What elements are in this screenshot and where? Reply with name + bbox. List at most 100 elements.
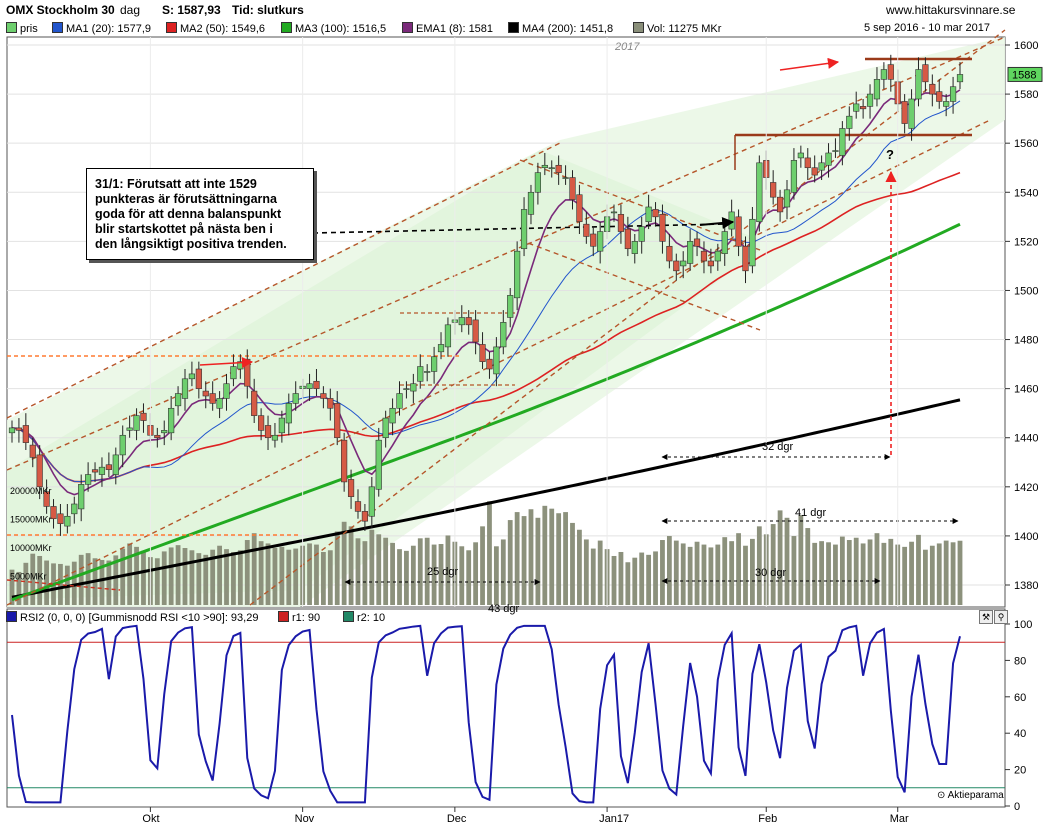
candle-body [493,346,500,375]
volume-bar [44,560,49,605]
volume-bar [500,539,506,605]
candle-body [43,491,50,507]
candle-body [403,388,410,390]
candle-body [486,358,493,370]
price-axis: 1380 1400 1420 1440 1460 1480 1500 1520 1540 1560… [1005,40,1043,592]
trend-line [312,223,726,234]
volume-bar [99,559,105,605]
candle-body [846,115,853,129]
candle-body [631,241,638,254]
candle-body [195,368,202,389]
volume-bar [438,544,444,605]
price-tick-label: 1540 [1014,187,1038,199]
rsi-tick-label: 60 [1014,692,1026,704]
volume-bar [583,539,589,605]
volume-bar [756,526,762,605]
volume-bar [279,546,285,605]
candle-body [548,167,555,170]
volume-bar [85,553,91,605]
volume-bar [320,551,326,605]
candle-body [583,223,590,237]
volume-bar [639,552,645,605]
candle-body [956,74,964,83]
ma20-line [11,100,961,483]
volume-bar [224,549,229,605]
volume-bar [9,569,15,605]
candle-body [327,398,334,409]
last-price-label: 1588 [1012,69,1036,81]
last-price-box [1007,66,1043,82]
candle-body [341,439,348,483]
candle-body [943,101,950,107]
month-label: Okt [142,813,159,825]
volume-bar [798,514,804,605]
legend-volume: Vol: 11275 MKr [633,22,721,35]
candle-body [223,383,230,399]
volume-bar [957,540,963,605]
volume-bar [570,522,575,605]
candle-body [908,98,915,129]
candle-body [790,160,798,193]
candle-body [64,515,71,527]
volume-bar [673,540,679,605]
volume-bar [923,549,928,605]
volume-bar [23,562,29,605]
candle-body [15,427,23,431]
volume-bar [376,534,382,605]
candle-body [251,390,258,416]
candle-body [71,503,78,515]
volume-bar [210,549,216,605]
volume-bar [791,536,797,605]
volume-bar [410,545,416,605]
note-line: punkteras är förutsättningarna [95,192,277,206]
volume-bar [521,516,527,605]
volume-bar [37,555,43,605]
price-tick-label: 1460 [1014,384,1038,396]
volume-bar [777,510,783,605]
moving-average-lines [11,89,961,602]
volume-bar [528,509,534,605]
volume-bar [134,546,139,605]
candle-body [174,393,182,407]
date-range: 5 sep 2016 - 10 mar 2017 [864,22,990,34]
candle-body [465,317,472,326]
zoom-icon[interactable]: ⚲ [994,610,1008,624]
candle-body [638,226,645,242]
channel-shade-inner [7,150,760,600]
volume-bar [909,541,914,605]
ma200-line [11,398,961,599]
candle-body [8,427,16,434]
candle-body [382,417,389,439]
trend-line [519,159,761,251]
wrench-icon[interactable]: ⚒ [979,610,993,624]
candle-body [507,295,514,318]
website-label: www.hittakursvinnare.se [886,3,1016,17]
volume-bar [341,521,347,605]
volume-bar [189,550,195,605]
duration-43: 43 dgr [488,603,520,615]
price-tick-label: 1560 [1014,138,1038,150]
candle-body [368,486,375,517]
candle-body [98,466,106,475]
candle-body [728,211,735,230]
legend-ma20: MA1 (20): 1577,9 [52,22,151,35]
legend-ma50: MA2 (50): 1549,6 [166,22,265,35]
candle-body [91,469,99,473]
volume-bar [141,550,146,605]
volume-bar [113,555,119,605]
price-tick-label: 1500 [1014,285,1038,297]
legend-ma200: MA4 (200): 1451,8 [508,22,613,35]
volume-bar [611,555,617,605]
volume-bar [881,542,887,605]
volume-bar [660,540,665,605]
volume-bar [272,548,278,605]
candle-body [555,164,562,173]
volume-bar [404,550,409,605]
rsi-swatch-icon [6,611,17,622]
volume-bar [653,551,658,605]
volume-bar [231,551,236,605]
volume-bar [577,529,582,605]
volume-bar [383,537,389,605]
candle-body [680,260,687,267]
candle-body [306,383,313,389]
